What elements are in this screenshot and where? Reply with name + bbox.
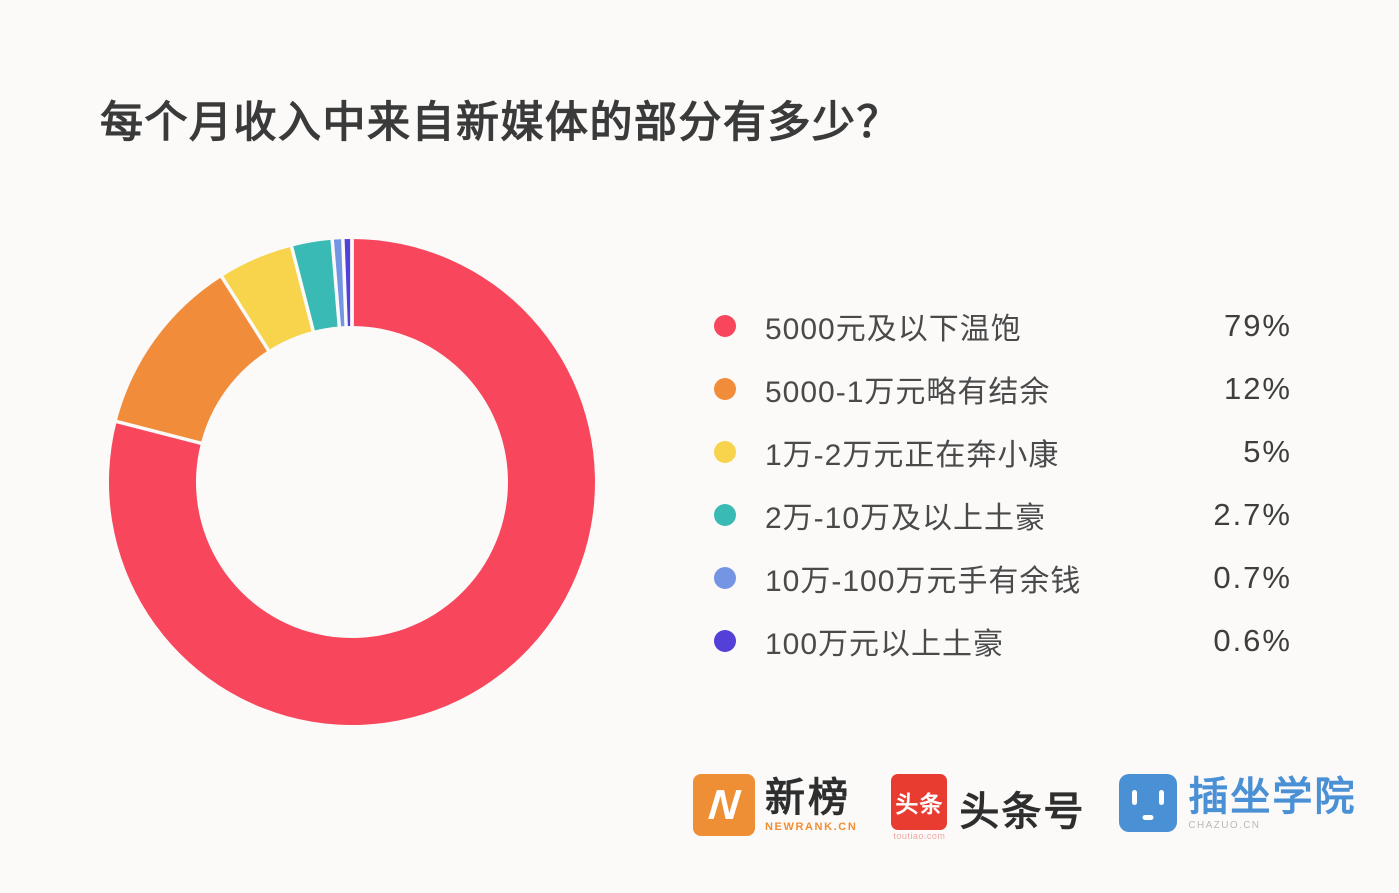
- legend-dot: [714, 314, 736, 337]
- toutiao-logo-icon: 头条: [891, 774, 948, 830]
- legend-dot: [714, 503, 736, 526]
- legend-label: 10万-100万元手有余钱: [765, 564, 1082, 598]
- legend-value: 79%: [1223, 307, 1292, 343]
- donut-slice-0: [108, 239, 595, 725]
- legend-item-1: 5000-1万元略有结余 12%: [705, 357, 1292, 420]
- legend-label: 5000元及以下温饱: [765, 312, 1022, 346]
- chazuo-logo-name: 插坐学院: [1188, 774, 1357, 819]
- donut-chart-svg: [108, 235, 595, 725]
- slice-separator: [218, 272, 273, 355]
- legend-value: 12%: [1223, 370, 1292, 406]
- legend-dot: [714, 440, 736, 463]
- toutiao-badge-text: 头条: [895, 791, 944, 817]
- legend-item-3: 2万-10万及以上土豪 2.7%: [705, 483, 1292, 546]
- legend-value: 0.7%: [1213, 559, 1292, 595]
- newrank-logo-url: NEWRANK.CN: [765, 821, 858, 833]
- page-title: 每个月收入中来自新媒体的部分有多少？: [100, 99, 901, 147]
- legend-item-5: 100万元以上土豪 0.6%: [705, 609, 1292, 672]
- donut-slice-3: [291, 239, 340, 331]
- legend-dot: [714, 629, 736, 652]
- chart-legend: 5000元及以下温饱 79% 5000-1万元略有结余 12% 1万-2万元正在奔小康 5…: [705, 294, 1292, 672]
- legend-label: 2万-10万及以上土豪: [765, 501, 1047, 535]
- legend-label: 100万元以上土豪: [765, 627, 1005, 661]
- legend-item-0: 5000元及以下温饱 79%: [705, 294, 1292, 357]
- toutiao-logo-name: 头条号: [959, 789, 1086, 834]
- slice-separator: [330, 235, 342, 331]
- newrank-logo-name: 新榜: [765, 776, 851, 820]
- chazuo-face-right-eye: [1159, 790, 1165, 805]
- donut-chart: [102, 232, 602, 732]
- chazuo-face-left-eye: [1132, 790, 1138, 805]
- chazuo-face-mouth: [1142, 815, 1154, 820]
- chazuo-logo: 插坐学院 CHAZUO.CN: [1119, 774, 1356, 832]
- legend-value: 0.6%: [1213, 622, 1292, 658]
- slice-separator: [288, 242, 316, 336]
- donut-slice-2: [221, 246, 314, 351]
- slice-separator: [112, 418, 206, 446]
- newrank-logo: N 新榜 NEWRANK.CN: [693, 774, 857, 836]
- legend-dot: [714, 377, 736, 400]
- toutiao-logo-url: toutiao.com: [893, 831, 946, 841]
- newrank-logo-icon: N: [693, 774, 755, 836]
- legend-item-4: 10万-100万元手有余钱 0.7%: [705, 546, 1292, 609]
- chazuo-logo-url: CHAZUO.CN: [1188, 819, 1261, 831]
- legend-dot: [714, 566, 736, 589]
- slice-separator: [340, 235, 349, 331]
- toutiao-logo: 头条 toutiao.com 头条号: [891, 774, 1085, 841]
- footer-logos: N 新榜 NEWRANK.CN 头条 toutiao.com 头条号 插坐学院 …: [693, 774, 1356, 841]
- legend-label: 5000-1万元略有结余: [765, 375, 1051, 409]
- legend-item-2: 1万-2万元正在奔小康 5%: [705, 420, 1292, 483]
- chazuo-logo-icon: [1119, 774, 1178, 832]
- legend-value: 2.7%: [1213, 496, 1292, 532]
- donut-slice-1: [116, 276, 269, 444]
- legend-value: 5%: [1243, 433, 1292, 469]
- legend-label: 1万-2万元正在奔小康: [765, 438, 1060, 472]
- newrank-n-glyph: N: [706, 781, 742, 828]
